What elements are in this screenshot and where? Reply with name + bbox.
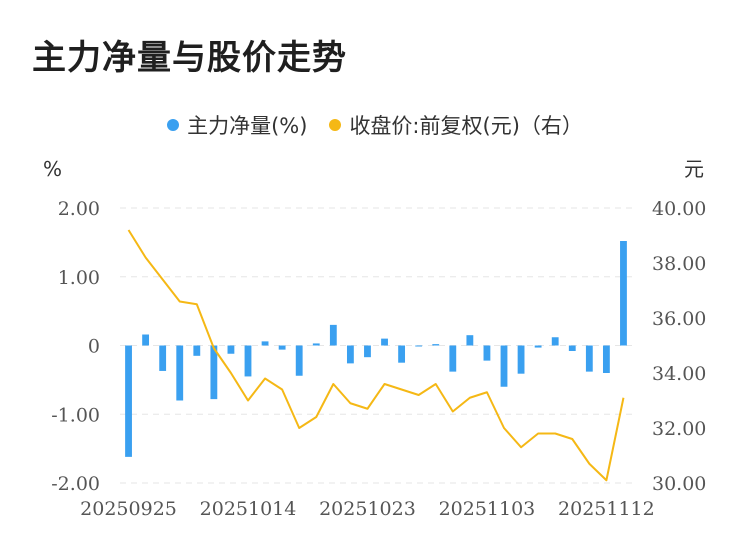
right-axis-unit: 元 bbox=[684, 157, 704, 181]
bar-series bbox=[125, 241, 627, 457]
net-volume-bar bbox=[176, 345, 184, 401]
net-volume-bar bbox=[585, 345, 593, 372]
line-series bbox=[127, 229, 625, 482]
net-volume-bar bbox=[159, 345, 167, 371]
net-volume-bar bbox=[568, 345, 576, 351]
left-tick-label: 2.00 bbox=[58, 198, 100, 220]
net-volume-bar bbox=[517, 345, 525, 374]
net-volume-bar bbox=[415, 345, 423, 347]
x-tick-label: 20251014 bbox=[200, 498, 297, 520]
net-volume-bar bbox=[551, 337, 559, 346]
left-tick-label: 0 bbox=[88, 336, 100, 358]
net-volume-bar bbox=[483, 345, 491, 361]
legend-marker-net-volume bbox=[167, 119, 180, 131]
net-volume-bar bbox=[295, 345, 303, 376]
x-axis-ticks: 20250925 20251014 20251023 20251103 20251112 bbox=[80, 498, 655, 520]
left-axis-ticks: 2.00 1.00 0 -1.00 -2.00 bbox=[51, 198, 100, 495]
net-volume-bar bbox=[210, 345, 218, 400]
gridlines bbox=[120, 207, 632, 484]
x-tick-label: 20251112 bbox=[558, 498, 655, 520]
right-tick-label: 38.00 bbox=[652, 253, 706, 275]
legend-label-net-volume: 主力净量(%) bbox=[187, 114, 308, 138]
left-axis-unit: % bbox=[43, 157, 62, 181]
left-tick-label: -1.00 bbox=[51, 404, 100, 426]
x-tick-label: 20251103 bbox=[439, 498, 536, 520]
right-axis-ticks: 40.00 38.00 36.00 34.00 32.00 30.00 bbox=[652, 198, 706, 495]
net-volume-bar bbox=[398, 345, 406, 363]
legend-item-close-price[interactable]: 收盘价:前复权(元)（右） bbox=[329, 110, 583, 140]
net-volume-bar bbox=[381, 338, 388, 346]
right-tick-label: 34.00 bbox=[652, 363, 706, 385]
net-volume-bar bbox=[125, 345, 132, 457]
net-volume-bar bbox=[432, 344, 440, 346]
net-volume-bar bbox=[500, 345, 508, 387]
right-tick-label: 32.00 bbox=[652, 418, 706, 440]
net-volume-bar bbox=[142, 334, 150, 346]
net-volume-bar bbox=[261, 341, 269, 346]
net-volume-bar bbox=[193, 345, 201, 356]
net-volume-bar bbox=[449, 345, 457, 372]
net-volume-bar bbox=[278, 345, 286, 350]
left-tick-label: -2.00 bbox=[51, 473, 100, 495]
net-volume-bar bbox=[620, 241, 627, 346]
legend-item-net-volume[interactable]: 主力净量(%) bbox=[167, 110, 307, 140]
net-volume-bar bbox=[534, 345, 542, 348]
right-tick-label: 30.00 bbox=[652, 473, 706, 495]
x-tick-label: 20251023 bbox=[319, 498, 416, 520]
net-volume-bar bbox=[312, 343, 320, 346]
net-volume-bar bbox=[227, 345, 235, 354]
chart-title: 主力净量与股价走势 bbox=[32, 38, 347, 78]
net-volume-bar bbox=[364, 345, 371, 358]
legend-marker-close-price bbox=[329, 119, 342, 131]
right-tick-label: 36.00 bbox=[652, 308, 706, 330]
net-volume-bar bbox=[329, 324, 337, 346]
legend-label-close-price: 收盘价:前复权(元)（右） bbox=[349, 114, 583, 138]
net-volume-bar bbox=[244, 345, 252, 377]
close-price-line bbox=[127, 229, 625, 482]
net-volume-bar bbox=[602, 345, 610, 373]
net-volume-bar bbox=[466, 335, 474, 346]
chart-legend: 主力净量(%) 收盘价:前复权(元)（右） bbox=[0, 110, 750, 140]
net-volume-bar bbox=[346, 345, 354, 364]
right-tick-label: 40.00 bbox=[652, 198, 706, 220]
x-tick-label: 20250925 bbox=[80, 498, 177, 520]
left-tick-label: 1.00 bbox=[58, 267, 100, 289]
